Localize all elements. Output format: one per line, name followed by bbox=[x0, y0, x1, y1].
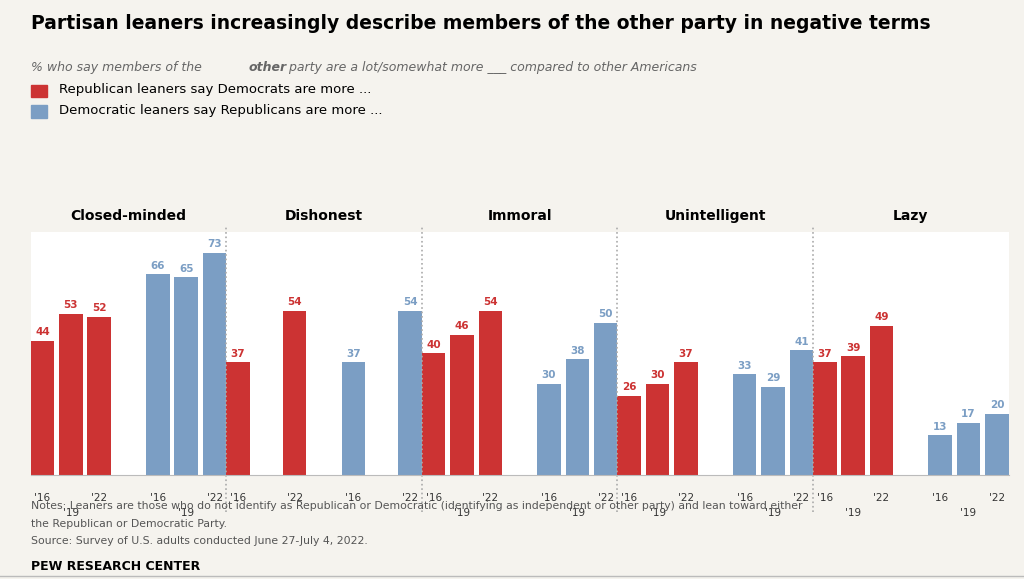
Text: '22: '22 bbox=[91, 493, 108, 503]
Text: 40: 40 bbox=[426, 339, 441, 350]
Text: 66: 66 bbox=[151, 261, 165, 270]
Text: Immoral: Immoral bbox=[487, 209, 552, 223]
Text: Unintelligent: Unintelligent bbox=[665, 209, 766, 223]
Text: Dishonest: Dishonest bbox=[285, 209, 364, 223]
Text: '22: '22 bbox=[794, 493, 809, 503]
Text: 49: 49 bbox=[874, 312, 889, 322]
Bar bbox=[283, 311, 306, 475]
Bar bbox=[985, 414, 1009, 475]
Text: '16: '16 bbox=[230, 493, 246, 503]
Bar bbox=[538, 384, 561, 475]
Text: 52: 52 bbox=[92, 303, 106, 313]
Text: '22: '22 bbox=[287, 493, 303, 503]
Text: '19: '19 bbox=[649, 508, 666, 518]
Text: 37: 37 bbox=[230, 349, 246, 358]
Text: 50: 50 bbox=[598, 309, 613, 319]
Bar bbox=[813, 362, 837, 475]
Text: '19: '19 bbox=[765, 508, 781, 518]
Text: % who say members of the: % who say members of the bbox=[31, 61, 206, 74]
Text: '22: '22 bbox=[207, 493, 222, 503]
Bar bbox=[422, 353, 445, 475]
Bar bbox=[31, 341, 54, 475]
Bar bbox=[956, 423, 980, 475]
Bar bbox=[646, 384, 670, 475]
Text: '16: '16 bbox=[622, 493, 637, 503]
Text: 37: 37 bbox=[679, 349, 693, 358]
Bar bbox=[203, 253, 226, 475]
Text: 46: 46 bbox=[455, 321, 469, 331]
Text: Notes: Leaners are those who do not identify as Republican or Democratic (identi: Notes: Leaners are those who do not iden… bbox=[31, 501, 802, 511]
Bar bbox=[174, 277, 198, 475]
Text: 73: 73 bbox=[207, 239, 222, 249]
Text: '16: '16 bbox=[35, 493, 50, 503]
Text: '19: '19 bbox=[178, 508, 195, 518]
Bar bbox=[869, 326, 893, 475]
Text: '19: '19 bbox=[569, 508, 586, 518]
Text: 17: 17 bbox=[962, 409, 976, 419]
Text: '16: '16 bbox=[736, 493, 753, 503]
Bar bbox=[59, 314, 83, 475]
Text: 54: 54 bbox=[402, 297, 418, 307]
Text: '16: '16 bbox=[345, 493, 361, 503]
Text: Republican leaners say Democrats are more ...: Republican leaners say Democrats are mor… bbox=[59, 83, 372, 96]
Text: '19: '19 bbox=[62, 508, 79, 518]
Bar bbox=[478, 311, 502, 475]
Text: 20: 20 bbox=[989, 400, 1005, 411]
Text: 65: 65 bbox=[179, 263, 194, 273]
Text: 37: 37 bbox=[817, 349, 833, 358]
Bar bbox=[842, 356, 865, 475]
Text: Democratic leaners say Republicans are more ...: Democratic leaners say Republicans are m… bbox=[59, 104, 383, 116]
Text: party are a lot/somewhat more ___ compared to other Americans: party are a lot/somewhat more ___ compar… bbox=[285, 61, 696, 74]
Text: Partisan leaners increasingly describe members of the other party in negative te: Partisan leaners increasingly describe m… bbox=[31, 14, 931, 34]
Bar bbox=[565, 359, 589, 475]
Text: 54: 54 bbox=[483, 297, 498, 307]
Text: '16: '16 bbox=[426, 493, 441, 503]
Text: Closed-minded: Closed-minded bbox=[71, 209, 186, 223]
Text: 37: 37 bbox=[346, 349, 360, 358]
Text: 44: 44 bbox=[35, 327, 50, 338]
Bar bbox=[146, 274, 170, 475]
Text: '22: '22 bbox=[402, 493, 418, 503]
Bar bbox=[342, 362, 366, 475]
Text: 29: 29 bbox=[766, 373, 780, 383]
Text: other: other bbox=[249, 61, 287, 74]
Text: '19: '19 bbox=[454, 508, 470, 518]
Text: '22: '22 bbox=[873, 493, 890, 503]
Bar bbox=[929, 435, 952, 475]
Text: PEW RESEARCH CENTER: PEW RESEARCH CENTER bbox=[31, 560, 200, 573]
Text: 13: 13 bbox=[933, 422, 947, 431]
Text: '22: '22 bbox=[989, 493, 1005, 503]
Bar bbox=[594, 323, 617, 475]
Bar bbox=[87, 317, 111, 475]
Text: Source: Survey of U.S. adults conducted June 27-July 4, 2022.: Source: Survey of U.S. adults conducted … bbox=[31, 536, 368, 545]
Text: '16: '16 bbox=[817, 493, 833, 503]
Bar bbox=[790, 350, 813, 475]
Text: 33: 33 bbox=[737, 361, 752, 371]
Text: '22: '22 bbox=[482, 493, 499, 503]
Text: 54: 54 bbox=[288, 297, 302, 307]
Text: '16: '16 bbox=[541, 493, 557, 503]
Bar bbox=[674, 362, 697, 475]
Text: 41: 41 bbox=[794, 336, 809, 346]
Text: '22: '22 bbox=[598, 493, 613, 503]
Text: 26: 26 bbox=[622, 382, 637, 392]
Text: '19: '19 bbox=[845, 508, 861, 518]
Bar bbox=[733, 375, 757, 475]
Bar bbox=[451, 335, 474, 475]
Bar bbox=[761, 387, 784, 475]
Text: 30: 30 bbox=[650, 370, 665, 380]
Text: '16: '16 bbox=[150, 493, 166, 503]
Text: 53: 53 bbox=[63, 300, 78, 310]
Text: '22: '22 bbox=[678, 493, 694, 503]
Text: '19: '19 bbox=[961, 508, 977, 518]
Text: Lazy: Lazy bbox=[893, 209, 929, 223]
Bar bbox=[398, 311, 422, 475]
Text: 38: 38 bbox=[570, 346, 585, 356]
Text: 30: 30 bbox=[542, 370, 556, 380]
Text: 39: 39 bbox=[846, 343, 860, 353]
Text: the Republican or Democratic Party.: the Republican or Democratic Party. bbox=[31, 519, 226, 529]
Bar bbox=[226, 362, 250, 475]
Bar bbox=[617, 396, 641, 475]
Text: '16: '16 bbox=[932, 493, 948, 503]
